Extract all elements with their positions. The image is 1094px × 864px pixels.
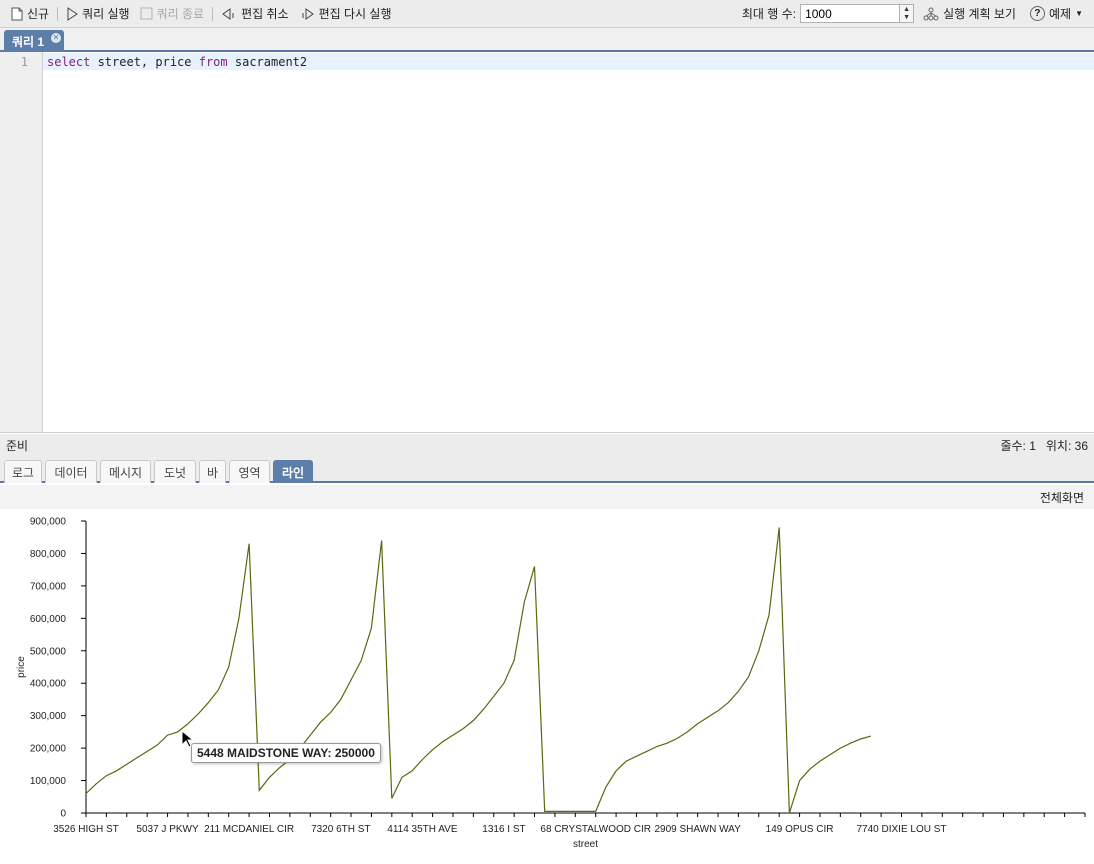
chart-tooltip: 5448 MAIDSTONE WAY: 250000 (191, 743, 381, 763)
stop-icon (140, 7, 153, 20)
redo-icon (302, 7, 314, 20)
close-tab-icon[interactable]: ✕ (51, 33, 61, 43)
x-tick-label: 7320 6TH ST (311, 824, 370, 835)
y-tick-label: 900,000 (30, 517, 67, 528)
chart-header: 전체화면 (0, 485, 1094, 509)
tab-bar[interactable]: 바 (199, 460, 226, 483)
main-toolbar: 신규 쿼리 실행 쿼리 종료 편집 취소 편집 다시 실행 최대 행 수: ▲ … (0, 0, 1094, 28)
tab-data[interactable]: 데이터 (45, 460, 97, 483)
result-tab-strip: 로그 데이터 메시지 도넛 바 영역 라인 (0, 456, 1094, 483)
tab-query-1[interactable]: 쿼리 1 ✕ (4, 30, 64, 52)
x-tick-label: 3526 HIGH ST (53, 824, 119, 835)
line-number: 1 (20, 55, 28, 69)
new-query-label: 신규 (27, 7, 50, 21)
sql-keyword-from: from (198, 55, 228, 69)
y-tick-label: 0 (60, 809, 66, 820)
play-icon (67, 6, 78, 21)
y-tick-label: 200,000 (30, 744, 67, 755)
dropdown-arrow-icon: ▼ (1075, 9, 1083, 18)
max-rows-control: ▲ ▼ (800, 4, 915, 23)
new-document-icon (11, 7, 23, 20)
undo-edit-button[interactable]: 편집 취소 (216, 5, 294, 22)
explain-plan-label: 실행 계획 보기 (943, 7, 1016, 21)
y-tick-label: 400,000 (30, 679, 67, 690)
sql-keyword-select: select (47, 55, 91, 69)
max-rows-spinner[interactable]: ▲ ▼ (900, 4, 915, 23)
y-tick-label: 800,000 (30, 549, 67, 560)
tab-messages[interactable]: 메시지 (100, 460, 151, 483)
x-tick-label: 211 MCDANIEL CIR (204, 824, 294, 835)
sql-columns: street, price (90, 55, 199, 69)
x-axis-title: street (573, 839, 598, 850)
current-line-highlight (43, 53, 1094, 70)
y-tick-label: 700,000 (30, 581, 67, 592)
tab-log[interactable]: 로그 (4, 460, 42, 483)
fullscreen-button[interactable]: 전체화면 (1039, 490, 1084, 505)
tab-donut[interactable]: 도넛 (154, 460, 196, 483)
cursor-position-text: 위치: 36 (1045, 438, 1088, 453)
redo-edit-label: 편집 다시 실행 (318, 7, 392, 21)
undo-edit-label: 편집 취소 (241, 7, 289, 21)
run-query-label: 쿼리 실행 (82, 7, 130, 21)
spinner-up-icon[interactable]: ▲ (903, 5, 911, 13)
toolbar-separator (212, 6, 214, 21)
line-chart: 0 100,000 200,000 300,000 400,000 500,000 600,… (0, 509, 1094, 861)
stop-query-label: 쿼리 종료 (156, 7, 205, 21)
spinner-down-icon[interactable]: ▼ (903, 13, 911, 21)
redo-edit-button[interactable]: 편집 다시 실행 (294, 5, 397, 22)
tab-line[interactable]: 라인 (273, 460, 313, 483)
row-count-text: 줄수: 1 (1000, 438, 1036, 453)
series-line (85, 527, 872, 814)
new-query-button[interactable]: 신규 (6, 5, 54, 22)
explain-plan-button[interactable]: 실행 계획 보기 (918, 5, 1021, 22)
x-tick-label: 4114 35TH AVE (387, 824, 458, 835)
toolbar-separator (57, 6, 59, 21)
x-tick-label: 1316 I ST (482, 824, 525, 835)
y-tick-label: 600,000 (30, 614, 67, 625)
x-tick-label: 2909 SHAWN WAY (654, 824, 741, 835)
query-tab-label: 쿼리 1 (12, 34, 45, 49)
x-tick-label: 149 OPUS CIR (766, 824, 834, 835)
x-tick-label: 5037 J PKWY (136, 824, 199, 835)
undo-icon (222, 7, 234, 20)
y-tick-label: 500,000 (30, 646, 67, 657)
x-tick-label: 7740 DIXIE LOU ST (856, 824, 946, 835)
sql-code-line[interactable]: select street, price from sacrament2 (47, 55, 307, 69)
tab-area[interactable]: 영역 (229, 460, 270, 483)
line-chart-svg: 0 100,000 200,000 300,000 400,000 500,000 600,… (16, 517, 1086, 850)
help-icon: ? (1029, 6, 1045, 21)
line-number-gutter: 1 (0, 52, 43, 432)
run-query-button[interactable]: 쿼리 실행 (61, 5, 135, 22)
status-bar: 준비 줄수: 1 위치: 36 (0, 434, 1094, 456)
x-tick-label: 68 CRYSTALWOOD CIR (540, 824, 651, 835)
max-rows-label: 최대 행 수: (741, 7, 797, 21)
hierarchy-icon (923, 7, 939, 20)
sql-editor[interactable]: 1 select street, price from sacrament2 (0, 52, 1094, 433)
examples-menu-button[interactable]: ? 예제 ▼ (1025, 5, 1088, 22)
y-axis-title: price (16, 656, 27, 678)
status-text: 준비 (6, 438, 29, 453)
y-tick-label: 300,000 (30, 711, 67, 722)
sql-table-name: sacrament2 (227, 55, 308, 69)
stop-query-button[interactable]: 쿼리 종료 (135, 5, 210, 22)
query-tab-strip: 쿼리 1 ✕ (0, 28, 1094, 52)
y-tick-label: 100,000 (30, 776, 67, 787)
examples-label: 예제 (1048, 7, 1072, 21)
mouse-cursor-icon (181, 730, 193, 748)
max-rows-input[interactable] (800, 4, 901, 23)
